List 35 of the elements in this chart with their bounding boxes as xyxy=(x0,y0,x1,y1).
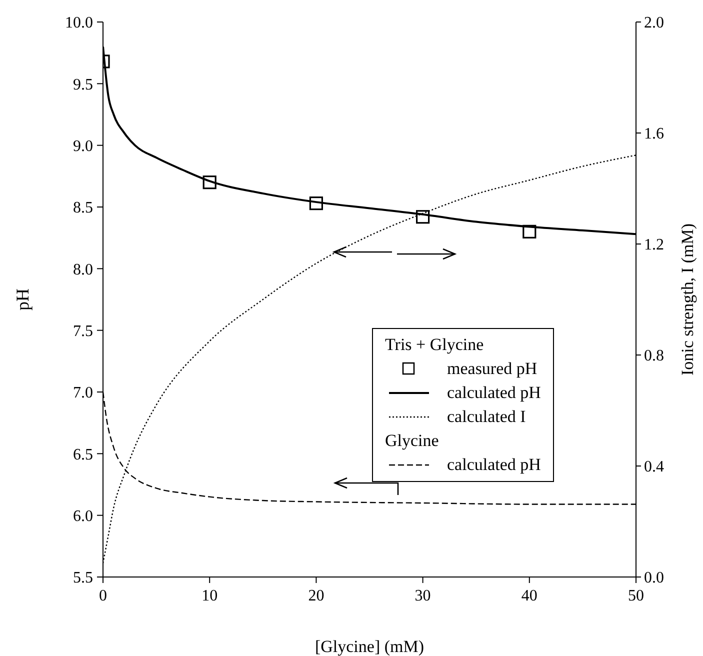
y2-axis-title: Ionic strength, I (mM) xyxy=(678,223,698,376)
y-tick-label: 6.5 xyxy=(73,446,93,464)
y2-tick-label: 1.2 xyxy=(644,236,664,254)
point xyxy=(522,224,536,238)
x-tick-label: 10 xyxy=(202,587,218,604)
x-tick-label: 20 xyxy=(308,587,324,604)
y2-tick-label: 0.0 xyxy=(644,570,664,587)
x-tick-label: 50 xyxy=(628,587,644,604)
point xyxy=(202,176,216,190)
y2-tick-label: 0.8 xyxy=(644,348,664,365)
x-tick-label: 0 xyxy=(99,587,107,604)
y-tick-label: 9.5 xyxy=(73,76,93,94)
y-tick-label: 8.5 xyxy=(73,200,93,217)
y-axis-title: pH xyxy=(12,288,32,310)
legend-label: measured pH xyxy=(447,359,538,379)
legend-label: calculated pH xyxy=(447,455,541,475)
x-tick-label: 40 xyxy=(521,587,538,604)
y-tick-label: 8.0 xyxy=(73,261,93,278)
point xyxy=(416,210,430,224)
legend-label: calculated pH xyxy=(447,383,541,403)
annotation: Tris + Glycine xyxy=(385,334,485,356)
y-tick-label: 5.5 xyxy=(73,570,93,587)
y2-tick-label: 1.6 xyxy=(644,126,664,143)
y-tick-label: 9.0 xyxy=(73,138,93,156)
legend-label: calculated I xyxy=(447,407,526,427)
y2-tick-label: 2.0 xyxy=(644,14,664,32)
y-tick-label: 10.0 xyxy=(65,14,93,32)
x-tick-label: 30 xyxy=(414,587,431,604)
annotation: Glycine xyxy=(385,430,440,452)
y2-tick-label: 0.4 xyxy=(644,458,664,476)
y-tick-label: 7.5 xyxy=(73,323,93,340)
x-axis-title: [Glycine] (mM) xyxy=(314,637,424,656)
point xyxy=(309,196,323,210)
y-tick-label: 7.0 xyxy=(73,384,93,402)
y-tick-label: 6.0 xyxy=(73,508,93,526)
